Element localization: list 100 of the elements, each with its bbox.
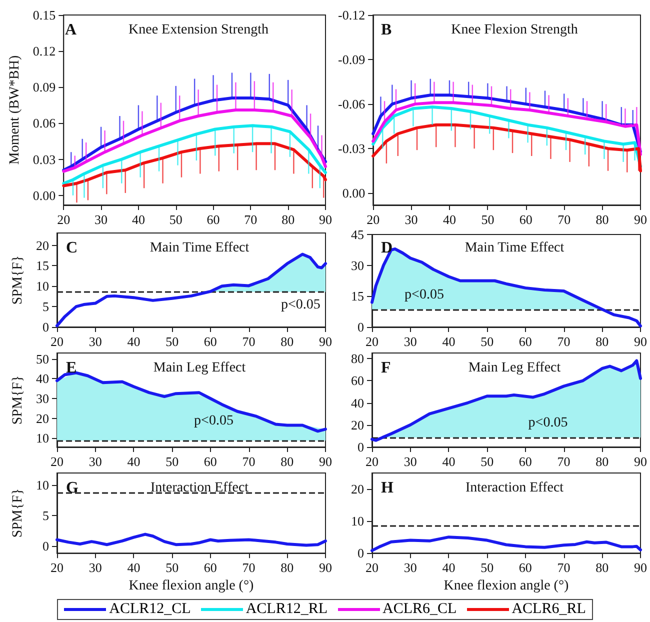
- x-tick-label: 20: [57, 212, 70, 227]
- x-tick-label: 50: [166, 560, 179, 576]
- y-tick-label: 20: [36, 238, 49, 253]
- y-tick-label: 60: [351, 373, 364, 388]
- y-tick-label: 40: [351, 395, 364, 410]
- text: Main Time Effect: [150, 240, 250, 256]
- x-tick-label: 90: [634, 560, 647, 576]
- y-tick-label: 0: [42, 538, 49, 554]
- text: Interaction Effect: [150, 480, 249, 496]
- x-tick-label: 70: [558, 212, 571, 227]
- annotation: A: [65, 22, 77, 38]
- x-tick-label: 60: [518, 334, 532, 349]
- y-tick-label: 0: [42, 320, 49, 334]
- x-tick-label: 80: [596, 454, 609, 469]
- legend-label: ACLR6_RL: [512, 601, 586, 618]
- y-tick-label: 0.00: [32, 188, 56, 203]
- x-tick-label: 50: [481, 212, 494, 227]
- legend-label: ACLR12_RL: [246, 601, 328, 618]
- x-tick-label: 90: [319, 560, 332, 576]
- annotation: p<0.05: [404, 288, 444, 303]
- x-tick-label: 40: [127, 560, 140, 576]
- legend-label: ACLR6_CL: [382, 601, 457, 618]
- x-tick-label: 60: [518, 454, 532, 469]
- y-tick-label: 0: [358, 546, 364, 561]
- y-axis-title: SPM{F}: [10, 488, 26, 538]
- text: Knee Flexion Strength: [451, 22, 578, 38]
- y-tick-label: 0.06: [32, 116, 56, 131]
- annotation: G: [66, 480, 79, 496]
- x-tick-label: 70: [557, 560, 570, 576]
- text: Main Leg Effect: [468, 360, 561, 376]
- x-tick-label: 90: [634, 454, 647, 469]
- x-axis-title: Knee flexion angle (°): [128, 578, 254, 594]
- x-tick-label: 50: [169, 212, 182, 227]
- y-tick-label: -0.03: [338, 141, 366, 156]
- annotation: D: [381, 240, 393, 256]
- y-tick-label: 15: [351, 288, 364, 304]
- y-tick-label: 0.03: [32, 152, 56, 167]
- x-tick-label: 40: [127, 334, 140, 349]
- y-axis-title: SPM{F}: [10, 375, 26, 425]
- x-tick-label: 60: [518, 560, 532, 576]
- x-tick-label: 60: [204, 454, 217, 469]
- x-tick-label: 90: [319, 334, 332, 349]
- y-tick-label: 10: [36, 278, 49, 294]
- annotation: p<0.05: [194, 413, 234, 428]
- legend-label: ACLR12_CL: [109, 601, 191, 618]
- annotation: C: [66, 240, 78, 256]
- text: Interaction Effect: [465, 480, 564, 496]
- x-tick-label: 60: [204, 560, 217, 576]
- x-tick-label: 50: [480, 454, 494, 469]
- x-tick-label: 30: [404, 334, 417, 349]
- y-tick-label: -0.09: [338, 52, 366, 68]
- y-tick-label: 50: [36, 351, 49, 366]
- x-tick-label: 70: [242, 560, 256, 576]
- y-tick-label: 0.15: [32, 8, 56, 22]
- x-tick-label: 70: [557, 334, 570, 349]
- x-tick-label: 30: [94, 212, 108, 227]
- x-tick-label: 80: [280, 454, 294, 469]
- y-tick-label: -0.12: [338, 8, 366, 22]
- y-tick-label: 40: [36, 371, 49, 386]
- x-axis-title: Knee flexion angle (°): [444, 578, 570, 594]
- line-series: [56, 532, 327, 547]
- x-tick-label: 70: [244, 212, 258, 227]
- y-tick-label: 0: [358, 320, 364, 334]
- x-tick-label: 60: [204, 334, 217, 349]
- x-tick-label: 80: [596, 334, 609, 349]
- x-tick-label: 40: [442, 560, 456, 576]
- y-tick-label: 15: [36, 258, 49, 274]
- x-tick-label: 30: [404, 212, 418, 227]
- line-series: [372, 106, 642, 168]
- x-tick-label: 90: [319, 454, 332, 469]
- x-tick-label: 30: [88, 560, 102, 576]
- x-tick-label: 40: [442, 212, 456, 227]
- y-tick-label: 10: [351, 514, 364, 529]
- y-tick-label: 20: [351, 417, 364, 432]
- annotation: E: [66, 360, 77, 376]
- x-tick-label: 80: [280, 334, 294, 349]
- x-tick-label: 70: [557, 454, 570, 469]
- annotation: p<0.05: [280, 297, 320, 312]
- x-tick-label: 90: [634, 334, 647, 349]
- x-tick-label: 60: [519, 212, 532, 227]
- x-tick-label: 30: [88, 334, 102, 349]
- y-tick-label: 30: [36, 391, 49, 406]
- y-tick-label: 20: [351, 482, 364, 497]
- x-tick-label: 50: [480, 334, 494, 349]
- x-tick-label: 80: [596, 212, 609, 227]
- y-tick-label: 30: [351, 258, 364, 273]
- y-axis-title: SPM{F}: [10, 255, 26, 305]
- x-tick-label: 80: [596, 560, 609, 576]
- chart-title: Main Time Effect: [464, 240, 564, 256]
- y-tick-label: 5: [42, 299, 49, 314]
- x-tick-label: 40: [442, 454, 456, 469]
- x-tick-label: 30: [404, 454, 417, 469]
- x-tick-label: 60: [206, 212, 220, 227]
- y-tick-label: 45: [351, 227, 364, 242]
- x-tick-label: 70: [242, 454, 256, 469]
- y-tick-label: 0.00: [342, 186, 366, 201]
- y-tick-label: 5: [42, 508, 49, 523]
- y-axis-title: Moment (BW*BH): [8, 55, 22, 165]
- y-tick-label: 20: [36, 410, 49, 426]
- x-tick-label: 80: [282, 212, 295, 227]
